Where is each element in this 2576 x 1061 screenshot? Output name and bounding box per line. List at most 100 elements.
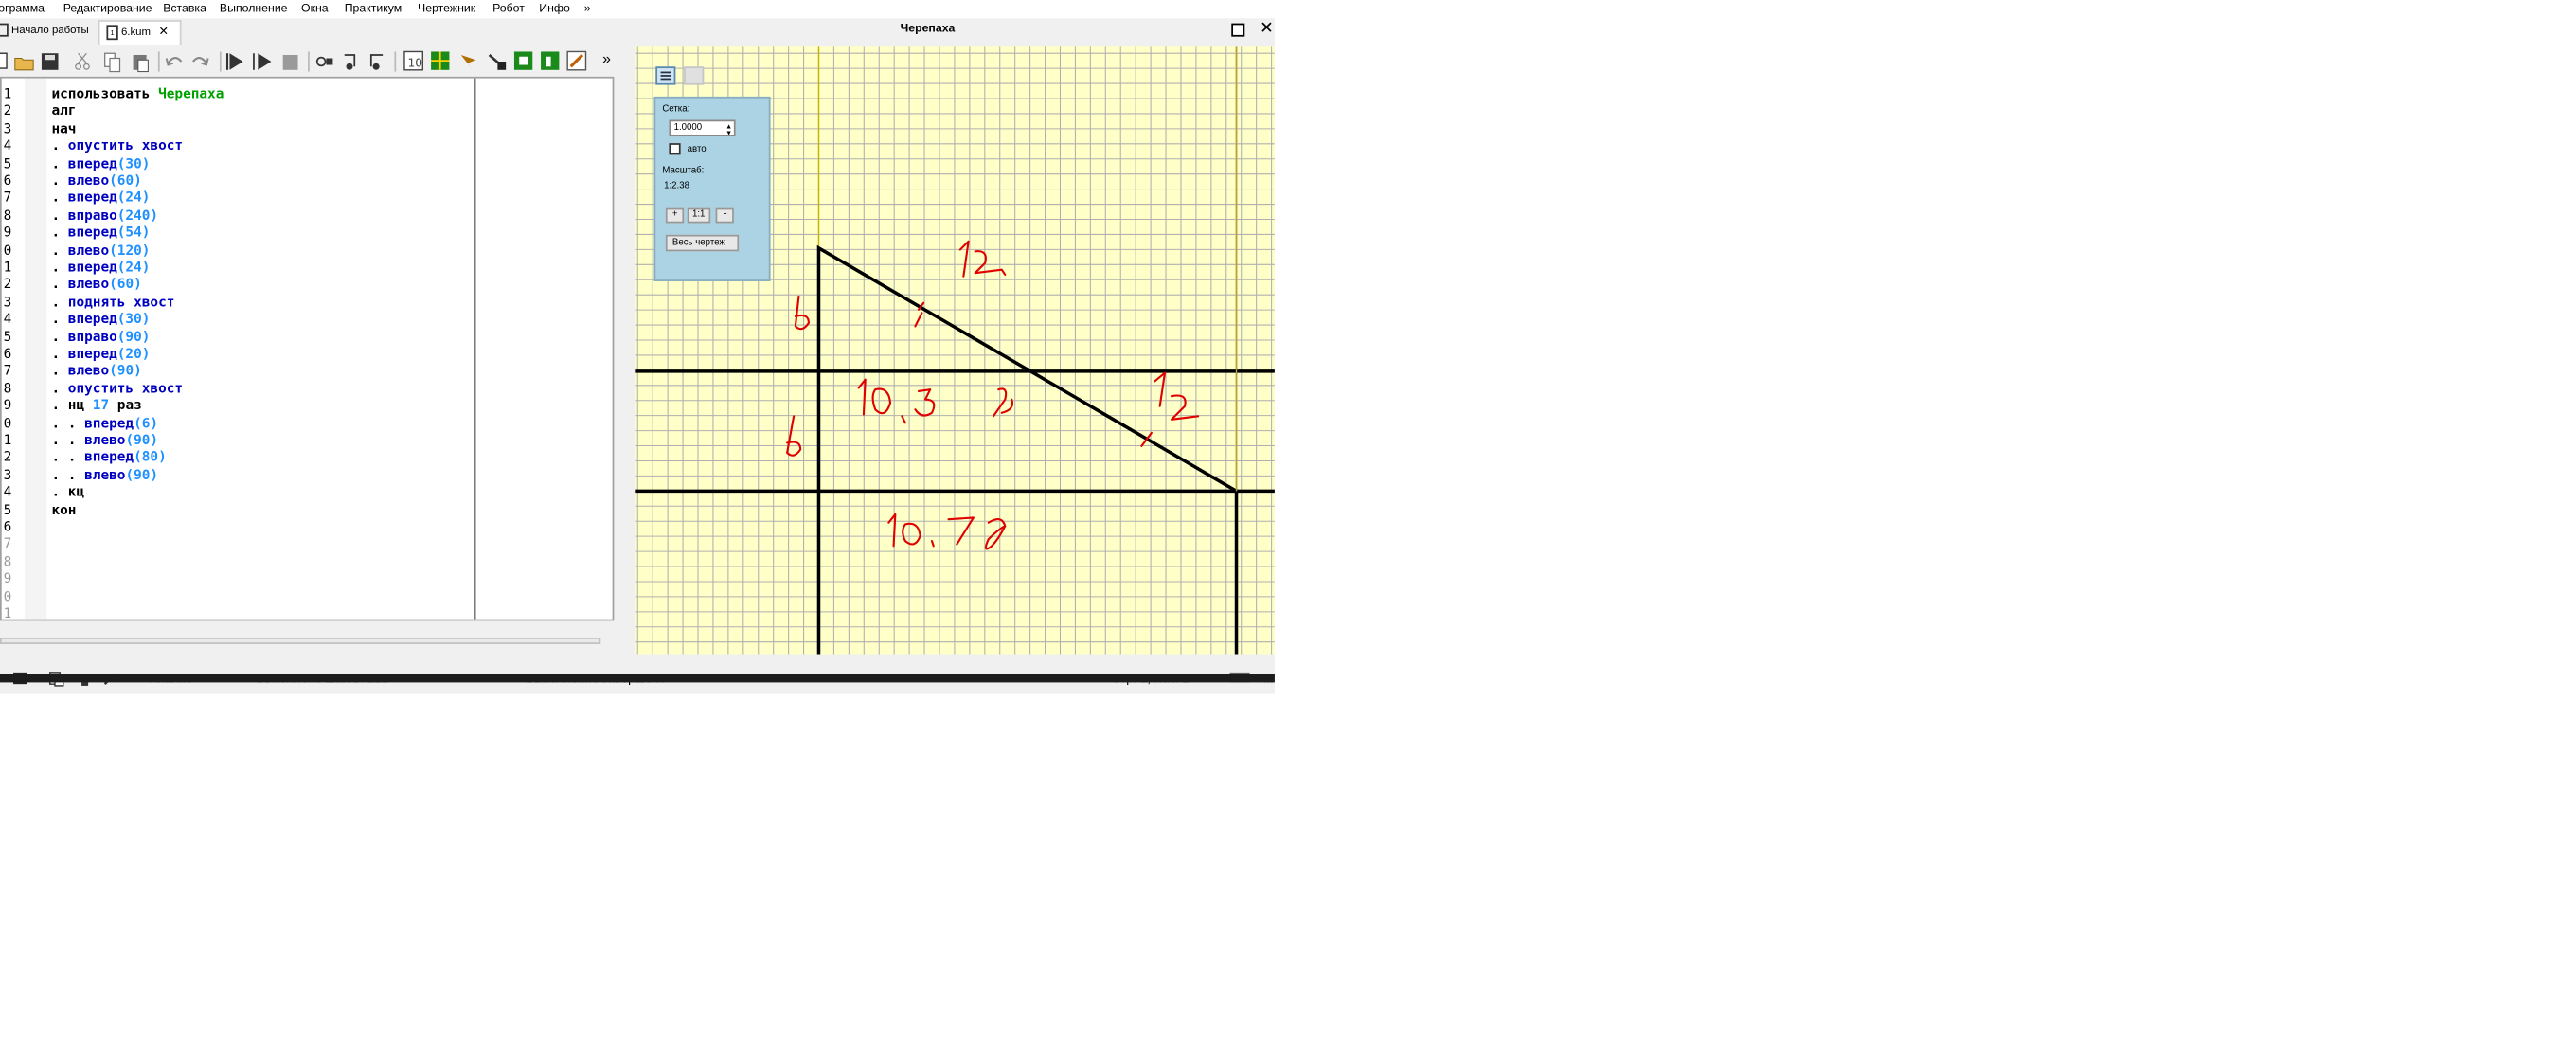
grid-label: Сетка: bbox=[662, 104, 690, 116]
code-line[interactable]: нач bbox=[51, 119, 76, 136]
secondary-toggle-icon[interactable] bbox=[684, 66, 705, 85]
code-editor[interactable]: 1 использовать Черепаха 2 алг 3 нач 4. опустит… bbox=[0, 76, 615, 621]
float-window-icon[interactable] bbox=[1231, 23, 1245, 37]
code-token: . bbox=[51, 189, 68, 206]
handwritten-annotation bbox=[901, 415, 906, 424]
code-line[interactable]: . вправо(240) bbox=[51, 207, 158, 224]
line-number: 9 bbox=[3, 396, 12, 414]
toolbar-more-button[interactable]: » bbox=[602, 49, 611, 67]
code-line[interactable]: . влево(60) bbox=[51, 171, 141, 189]
line-number: 2 bbox=[3, 101, 12, 119]
zoom-reset-button[interactable]: 1:1 bbox=[687, 207, 711, 224]
scale-label: Масштаб: bbox=[662, 166, 705, 177]
code-token: (30) bbox=[116, 153, 151, 171]
menu-info[interactable]: Инфо bbox=[539, 3, 570, 15]
code-token: вперед bbox=[67, 223, 117, 241]
auto-checkbox[interactable] bbox=[669, 143, 681, 155]
code-token: влево bbox=[67, 361, 110, 379]
document-icon bbox=[0, 24, 9, 38]
code-line[interactable]: . . вперед(6) bbox=[51, 414, 158, 431]
fit-drawing-button[interactable]: Весь чертеж bbox=[665, 234, 740, 252]
code-line[interactable]: алг bbox=[51, 102, 76, 119]
code-token: . . bbox=[51, 465, 85, 483]
code-token: вперед bbox=[67, 310, 117, 327]
toolbar-icons: 10 bbox=[0, 50, 587, 73]
code-line[interactable]: . вперед(30) bbox=[51, 154, 150, 171]
zoom-out-label: - bbox=[724, 209, 727, 220]
menu-drawer[interactable]: Чертежник bbox=[418, 3, 476, 15]
code-token: . bbox=[51, 361, 68, 379]
line-number: 0 bbox=[3, 241, 12, 258]
code-token: (54) bbox=[116, 223, 151, 241]
auto-label: авто bbox=[687, 144, 707, 155]
code-line[interactable]: . вперед(20) bbox=[51, 345, 150, 362]
code-line[interactable]: кон bbox=[51, 500, 76, 517]
turtle-control-panel: Сетка: 1.0000 ▲ ▼ авто Масштаб: 1:2.38 + … bbox=[653, 96, 771, 281]
code-line[interactable]: . влево(90) bbox=[51, 362, 141, 379]
code-line[interactable]: . . вперед(80) bbox=[51, 448, 166, 465]
menu-insert[interactable]: Вставка bbox=[163, 3, 206, 15]
tab-file[interactable]: 1 6.kum ✕ bbox=[98, 20, 182, 45]
code-line[interactable]: . вперед(24) bbox=[51, 189, 150, 206]
code-token: (6) bbox=[134, 413, 159, 431]
handwritten-annotation bbox=[1154, 371, 1167, 407]
line-number-gutter bbox=[1, 78, 27, 620]
menu-robot[interactable]: Робот bbox=[492, 3, 525, 15]
fold-margin bbox=[25, 78, 47, 620]
tab-start[interactable]: Начало работы bbox=[0, 20, 90, 44]
code-line[interactable]: . . влево(90) bbox=[51, 466, 158, 483]
code-token: . bbox=[51, 241, 68, 258]
code-line[interactable]: . вперед(54) bbox=[51, 224, 150, 241]
code-line[interactable]: . поднять хвост bbox=[51, 293, 174, 310]
code-token: вперед bbox=[67, 258, 117, 275]
close-window-icon[interactable]: ✕ bbox=[1260, 20, 1274, 39]
menu-toggle-icon[interactable] bbox=[655, 66, 676, 85]
code-line[interactable]: . опустить хвост bbox=[51, 136, 183, 153]
menu-edit[interactable]: Редактирование bbox=[63, 3, 152, 15]
horizontal-scrollbar[interactable] bbox=[0, 637, 601, 644]
code-token: (80) bbox=[134, 448, 167, 465]
code-token: влево bbox=[84, 465, 126, 483]
line-number: 9 bbox=[3, 569, 12, 586]
zoom-out-button[interactable]: - bbox=[715, 207, 734, 224]
code-line[interactable]: . вправо(90) bbox=[51, 327, 150, 344]
menu-run[interactable]: Выполнение bbox=[219, 3, 288, 15]
code-line[interactable]: . . влево(90) bbox=[51, 431, 158, 448]
line-number: 0 bbox=[3, 586, 12, 604]
code-token: алг bbox=[51, 101, 77, 119]
spin-arrows-icon[interactable]: ▲ ▼ bbox=[725, 121, 733, 137]
menu-program[interactable]: ограмма bbox=[0, 3, 45, 15]
code-line[interactable]: . вперед(30) bbox=[51, 310, 150, 327]
menu-more[interactable]: » bbox=[583, 3, 591, 15]
code-line[interactable]: . опустить хвост bbox=[51, 379, 183, 396]
code-line[interactable]: . влево(60) bbox=[51, 276, 141, 293]
zoom-in-button[interactable]: + bbox=[665, 207, 685, 224]
svg-text:10: 10 bbox=[407, 56, 422, 69]
code-line[interactable]: использовать Черепаха bbox=[51, 85, 224, 102]
code-line[interactable]: . кц bbox=[51, 483, 84, 500]
handwritten-annotation bbox=[914, 312, 923, 328]
handwritten-annotation bbox=[857, 378, 867, 416]
grid-value: 1.0000 bbox=[673, 123, 703, 134]
grid-spinbox[interactable]: 1.0000 ▲ ▼ bbox=[669, 119, 736, 137]
turtle-path bbox=[816, 244, 1239, 655]
line-number: 5 bbox=[3, 500, 12, 517]
line-number: 7 bbox=[3, 189, 12, 206]
close-icon[interactable]: ✕ bbox=[158, 27, 169, 39]
menu-windows[interactable]: Окна bbox=[301, 3, 329, 15]
code-token: . bbox=[51, 171, 68, 189]
code-token: . bbox=[51, 396, 68, 414]
code-line[interactable]: . вперед(24) bbox=[51, 258, 150, 275]
line-number: 1 bbox=[3, 258, 12, 275]
menu-practicum[interactable]: Практикум bbox=[344, 3, 402, 15]
tab-file-label: 6.kum bbox=[120, 27, 152, 39]
code-token: нц bbox=[67, 396, 93, 414]
code-line[interactable]: . влево(120) bbox=[51, 241, 150, 258]
code-line[interactable]: . нц 17 раз bbox=[51, 397, 141, 414]
code-token: вперед bbox=[84, 448, 134, 465]
code-token: (20) bbox=[116, 344, 151, 362]
code-token: (90) bbox=[109, 361, 142, 379]
turtle-canvas[interactable] bbox=[635, 46, 1275, 655]
line-number: 6 bbox=[3, 344, 12, 362]
code-token: использовать bbox=[51, 84, 159, 102]
